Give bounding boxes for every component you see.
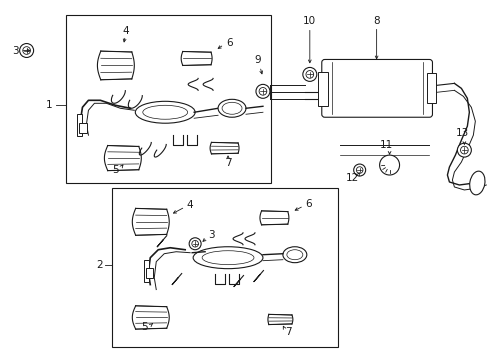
Text: 4: 4 <box>186 200 192 210</box>
Text: 8: 8 <box>372 15 379 26</box>
Text: 3: 3 <box>12 45 19 55</box>
Text: 7: 7 <box>224 158 231 168</box>
Circle shape <box>20 44 34 58</box>
Circle shape <box>460 146 467 154</box>
Text: 7: 7 <box>285 327 291 337</box>
Text: 11: 11 <box>379 140 392 150</box>
Bar <box>112 188 337 347</box>
Text: 6: 6 <box>304 199 311 209</box>
Bar <box>80 123 87 133</box>
Circle shape <box>255 84 269 98</box>
Text: 5: 5 <box>111 165 118 175</box>
Text: 9: 9 <box>254 55 261 66</box>
Ellipse shape <box>135 101 195 123</box>
Ellipse shape <box>202 251 253 265</box>
Ellipse shape <box>218 99 245 117</box>
Circle shape <box>23 47 30 54</box>
Text: 2: 2 <box>96 260 102 270</box>
Ellipse shape <box>222 102 242 114</box>
Ellipse shape <box>379 155 399 175</box>
Circle shape <box>189 238 201 250</box>
Text: 12: 12 <box>346 173 359 183</box>
Bar <box>144 260 149 282</box>
Circle shape <box>456 143 470 157</box>
Circle shape <box>259 87 266 95</box>
Bar <box>146 268 153 278</box>
Ellipse shape <box>193 247 263 269</box>
FancyBboxPatch shape <box>321 59 431 117</box>
Text: 1: 1 <box>46 100 52 110</box>
Ellipse shape <box>468 171 484 195</box>
Circle shape <box>353 164 365 176</box>
Ellipse shape <box>283 247 306 263</box>
Bar <box>317 72 327 106</box>
Text: 6: 6 <box>225 37 232 48</box>
Bar <box>427 73 436 103</box>
Circle shape <box>191 240 198 247</box>
Circle shape <box>305 71 313 78</box>
Text: 3: 3 <box>208 230 214 240</box>
Text: 13: 13 <box>455 128 468 138</box>
Circle shape <box>302 67 316 81</box>
Text: 5: 5 <box>142 323 148 332</box>
Bar <box>65 15 270 183</box>
Bar <box>77 114 82 136</box>
Text: 4: 4 <box>122 26 128 36</box>
Ellipse shape <box>142 105 187 119</box>
Ellipse shape <box>286 250 302 260</box>
Circle shape <box>356 167 362 173</box>
Text: 10: 10 <box>303 15 316 26</box>
